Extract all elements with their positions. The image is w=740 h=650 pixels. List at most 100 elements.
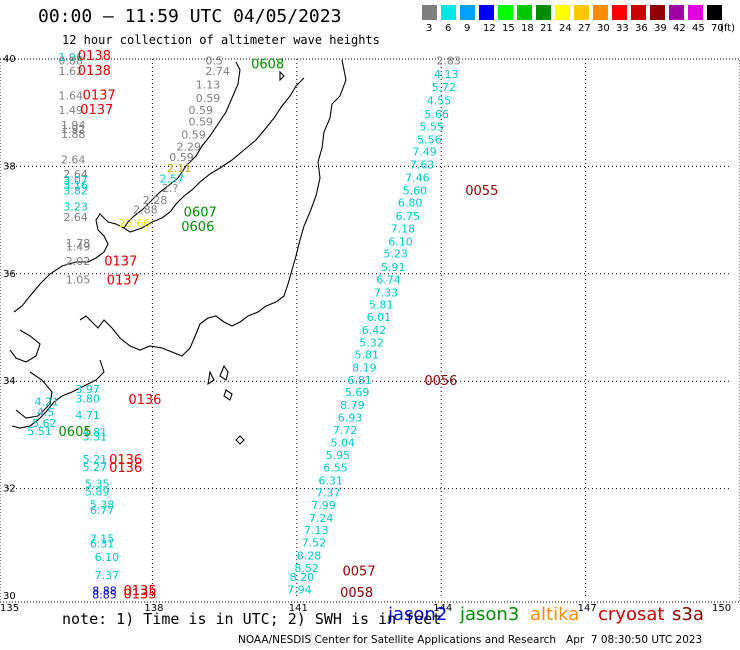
wave-height-label: 6.01 [367, 311, 392, 324]
pass-time-label: 0056 [424, 374, 457, 389]
wave-height-label: 4.81 [83, 426, 108, 439]
legend-swatch-label: 12 [483, 23, 496, 34]
wave-height-label: 2.88 [133, 204, 158, 217]
coastline-segment [79, 59, 347, 357]
wave-height-label: 1.78 [66, 237, 91, 250]
wave-height-label: 5.60 [403, 184, 428, 197]
legend-swatch-label: 70 [711, 23, 724, 34]
legend-swatch-label: 9 [464, 23, 471, 34]
pass-time-label: 0138 [78, 49, 111, 64]
wave-height-label: 7.52 [302, 537, 327, 550]
wave-height-label: 2.64 [63, 168, 88, 181]
wave-height-label: 6.80 [398, 197, 423, 210]
wave-height-label: 5.35 [85, 478, 110, 491]
wave-height-label: 23.66 [119, 217, 151, 230]
wave-height-label: 1.49 [66, 241, 91, 254]
pass-time-label: 0138 [78, 64, 111, 79]
wave-height-label: 6.31 [90, 538, 115, 551]
pass-time-label: 0136 [109, 461, 142, 476]
wave-height-label: 4.71 [75, 409, 100, 422]
wave-height-label: 5.66 [424, 108, 449, 121]
wave-height-label: 1.88 [61, 128, 86, 141]
graticule [8, 59, 730, 596]
legend-swatch-label: 3 [426, 23, 433, 34]
wave-height-label: 8.88 [92, 584, 117, 597]
wave-height-label: 1.62 [59, 65, 84, 78]
pass-time-label: 0605 [59, 425, 92, 440]
wave-height-label: 3.82 [63, 184, 88, 197]
wave-height-label: 6.93 [338, 411, 363, 424]
legend-swatch [460, 5, 475, 20]
wave-height-label: 7.46 [405, 171, 430, 184]
wave-height-label: 1.13 [196, 79, 221, 92]
coastline [9, 59, 347, 445]
wave-height-label: 2.? [162, 182, 178, 195]
wave-height-label: 5.72 [432, 81, 457, 94]
wave-height-label: 4.21 [34, 395, 59, 408]
legend-swatch [688, 5, 703, 20]
wave-height-label: 2.11 [167, 162, 192, 175]
legend-swatch [650, 5, 665, 20]
legend-swatch-label: 15 [502, 23, 515, 34]
wave-height-label: 6.75 [395, 210, 420, 223]
wave-height-label: 3.80 [75, 393, 100, 406]
wave-height-label: 1.92 [61, 123, 86, 136]
wave-height-label: 1.94 [61, 119, 86, 132]
wave-height-label: 7.72 [333, 424, 358, 437]
latitude-label: 34 [3, 376, 16, 387]
wave-height-label: 7.63 [410, 159, 435, 172]
wave-height-label: 5.81 [355, 349, 380, 362]
wave-height-label: 7.24 [309, 512, 334, 525]
legend-swatch [555, 5, 570, 20]
wave-height-label: 1.64 [59, 89, 84, 102]
legend-swatch-label: 33 [616, 23, 629, 34]
wave-height-label: 5.89 [85, 486, 110, 499]
legend-swatch-label: 36 [635, 23, 648, 34]
pass-time-label: 0606 [181, 220, 214, 235]
wave-height-label: 3.97 [75, 383, 100, 396]
wave-height-label: 7.18 [391, 222, 416, 235]
wave-height-label: 7.94 [287, 583, 312, 596]
wave-height-label: 0.59 [189, 116, 214, 129]
wave-height-label: 4.55 [427, 95, 452, 108]
wave-height-label: 5.38 [90, 498, 115, 511]
wave-height-label: 5.91 [381, 261, 406, 274]
wave-height-label: 6.77 [90, 504, 115, 517]
coastline-segment [279, 70, 285, 82]
legend-swatch-label: 21 [540, 23, 553, 34]
wave-height-label: 7.37 [316, 487, 341, 500]
legend-swatch [669, 5, 684, 20]
wave-height-label: 4.5 [37, 406, 55, 419]
wave-height-label: 7.33 [374, 286, 399, 299]
footer-note: note: 1) Time is in UTC; 2) SWH is in fe… [62, 610, 442, 628]
wave-height-label: 5.69 [345, 386, 370, 399]
coastline-segment [15, 371, 53, 419]
coastline-segment [11, 359, 105, 429]
wave-height-label: 1.96 [59, 51, 84, 64]
wave-height-label: 8.52 [294, 562, 319, 575]
legend-swatch [422, 5, 437, 20]
wave-height-label: 6.55 [323, 461, 348, 474]
wave-height-label: 5.23 [383, 248, 408, 261]
satellite-legend-item: jason2 [388, 604, 448, 625]
wave-height-label: 5.56 [417, 133, 442, 146]
wave-height-label: 5.51 [27, 425, 52, 438]
wave-height-label: 8.20 [290, 571, 315, 584]
wave-height-label: 8.19 [352, 362, 377, 375]
longitude-label: 150 [712, 603, 731, 614]
footer-credit: NOAA/NESDIS Center for Satellite Applica… [238, 634, 703, 646]
legend-swatch-label: 27 [578, 23, 591, 34]
wave-height-label: 2.64 [63, 211, 88, 224]
latitude-label: 40 [3, 54, 16, 65]
wave-height-label: 2.29 [176, 140, 201, 153]
wave-height-label: 3.31 [83, 430, 108, 443]
legend-swatch [593, 5, 608, 20]
wave-height-label: 2.57 [160, 173, 185, 186]
wave-height-label: 2.64 [61, 154, 86, 167]
latitude-label: 36 [3, 269, 16, 280]
map-frame [0, 58, 740, 603]
legend-swatch [536, 5, 551, 20]
wave-height-label: 0.59 [169, 151, 194, 164]
wave-height-label: 5.04 [330, 437, 355, 450]
